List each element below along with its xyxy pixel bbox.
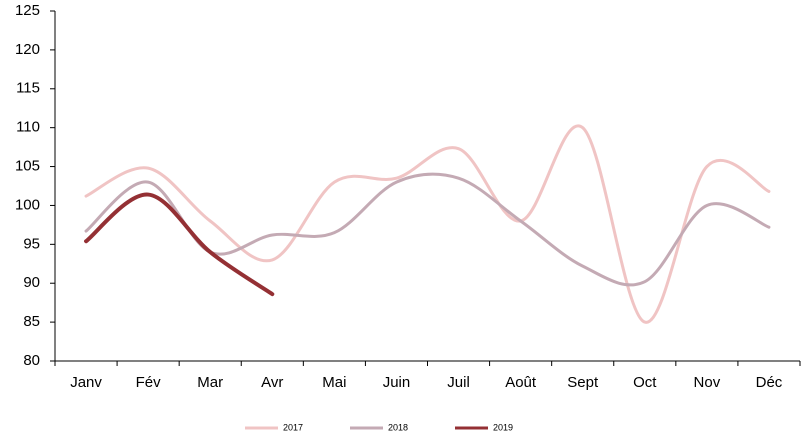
y-tick-label: 80 bbox=[23, 352, 40, 369]
y-tick-label: 90 bbox=[23, 274, 40, 291]
x-tick-label: Mar bbox=[197, 374, 223, 391]
x-tick-label: Juin bbox=[383, 374, 411, 391]
y-tick-label: 100 bbox=[15, 196, 40, 213]
x-tick-label: Nov bbox=[694, 374, 721, 391]
y-tick-label: 110 bbox=[16, 119, 40, 136]
y-tick-label: 120 bbox=[15, 41, 40, 58]
y-tick-label: 85 bbox=[23, 313, 40, 330]
x-tick-label: Août bbox=[505, 374, 537, 391]
y-tick-label: 105 bbox=[15, 158, 40, 175]
x-tick-label: Juil bbox=[447, 374, 470, 391]
y-tick-label: 125 bbox=[15, 2, 40, 19]
series-line bbox=[84, 124, 771, 324]
legend-label: 2018 bbox=[388, 422, 408, 432]
x-tick-label: Sept bbox=[567, 374, 599, 391]
legend-label: 2017 bbox=[283, 422, 303, 432]
x-tick-label: Fév bbox=[136, 374, 162, 391]
x-tick-label: Déc bbox=[756, 374, 783, 391]
x-tick-label: Mai bbox=[322, 374, 346, 391]
y-tick-label: 115 bbox=[16, 80, 40, 97]
x-tick-label: Oct bbox=[633, 374, 657, 391]
series-line bbox=[84, 192, 275, 297]
y-tick-label: 95 bbox=[23, 235, 40, 252]
legend-label: 2019 bbox=[493, 422, 513, 432]
x-tick-label: Janv bbox=[70, 374, 102, 391]
x-tick-label: Avr bbox=[261, 374, 283, 391]
